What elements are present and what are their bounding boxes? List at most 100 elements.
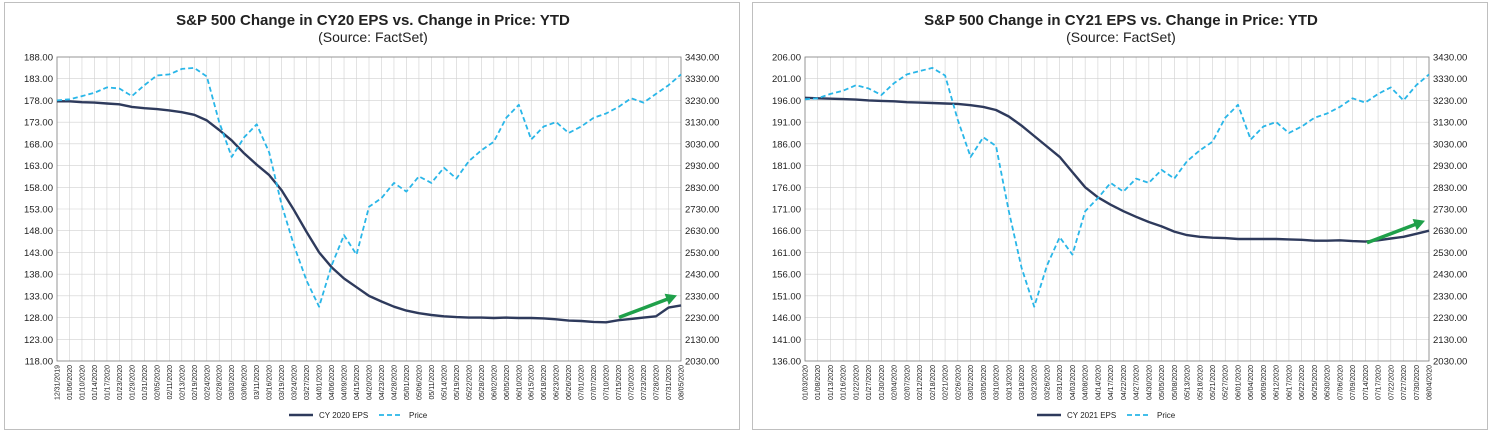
y-left-tick-label: 133.00: [24, 291, 53, 302]
y-right-tick-label: 2630.00: [1433, 226, 1467, 237]
x-tick-label: 02/07/2020: [904, 365, 911, 400]
x-tick-label: 01/17/2020: [104, 365, 111, 400]
y-right-tick-label: 2930.00: [1433, 161, 1467, 172]
y-left-tick-label: 163.00: [24, 161, 53, 172]
x-tick-label: 06/09/2020: [1261, 365, 1268, 400]
x-tick-label: 05/14/2020: [441, 365, 448, 400]
y-right-tick-label: 2130.00: [685, 335, 719, 346]
x-tick-label: 02/26/2020: [955, 365, 962, 400]
y-right-tick-label: 3330.00: [685, 74, 719, 85]
x-tick-label: 06/02/2020: [491, 365, 498, 400]
x-tick-label: 03/26/2020: [1044, 365, 1051, 400]
x-tick-label: 12/31/2019: [55, 365, 62, 400]
y-right-tick-label: 3430.00: [685, 53, 719, 64]
legend-label-price: Price: [409, 411, 428, 420]
x-tick-label: 03/19/2020: [279, 365, 286, 400]
y-left-tick-label: 128.00: [24, 313, 53, 324]
y-right-tick-label: 3330.00: [1433, 74, 1467, 85]
y-right-tick-label: 3130.00: [1433, 118, 1467, 129]
y-left-tick-label: 171.00: [772, 205, 801, 216]
x-tick-label: 04/20/2020: [367, 365, 374, 400]
x-tick-label: 03/10/2020: [994, 365, 1001, 400]
y-left-tick-label: 161.00: [772, 248, 801, 259]
x-tick-label: 07/23/2020: [641, 365, 648, 400]
legend-label-eps: CY 2021 EPS: [1067, 411, 1116, 420]
y-right-tick-label: 2830.00: [685, 183, 719, 194]
y-right-tick-label: 2830.00: [1433, 183, 1467, 194]
x-tick-label: 02/13/2020: [179, 365, 186, 400]
x-tick-label: 03/18/2020: [1019, 365, 1026, 400]
x-tick-label: 05/11/2020: [429, 365, 436, 400]
x-tick-label: 06/01/2020: [1235, 365, 1242, 400]
y-right-tick-label: 2330.00: [685, 291, 719, 302]
y-right-tick-label: 2430.00: [1433, 270, 1467, 281]
y-left-tick-label: 173.00: [24, 118, 53, 129]
series-line-price: [804, 67, 1430, 308]
x-tick-label: 01/27/2020: [866, 365, 873, 400]
y-left-tick-label: 178.00: [24, 96, 53, 107]
chart-svg-cy20: S&P 500 Change in CY20 EPS vs. Change in…: [24, 12, 719, 420]
x-tick-label: 07/01/2020: [579, 365, 586, 400]
x-tick-label: 03/16/2020: [267, 365, 274, 400]
y-right-tick-label: 3130.00: [685, 118, 719, 129]
y-right-tick-label: 3430.00: [1433, 53, 1467, 64]
x-tick-label: 02/12/2020: [917, 365, 924, 400]
x-tick-label: 07/14/2020: [1363, 365, 1370, 400]
x-tick-label: 04/17/2020: [1108, 365, 1115, 400]
y-right-tick-label: 2730.00: [685, 205, 719, 216]
x-tick-label: 05/18/2020: [1197, 365, 1204, 400]
y-left-tick-label: 168.00: [24, 139, 53, 150]
x-tick-label: 02/19/2020: [192, 365, 199, 400]
x-tick-label: 06/12/2020: [1274, 365, 1281, 400]
x-tick-label: 06/05/2020: [504, 365, 511, 400]
y-right-tick-label: 2530.00: [1433, 248, 1467, 259]
y-right-tick-label: 3030.00: [1433, 139, 1467, 150]
x-tick-label: 06/04/2020: [1248, 365, 1255, 400]
y-right-tick-label: 2130.00: [1433, 335, 1467, 346]
x-tick-label: 06/15/2020: [529, 365, 536, 400]
x-tick-label: 03/27/2020: [304, 365, 311, 400]
x-tick-label: 02/04/2020: [892, 365, 899, 400]
x-tick-label: 07/10/2020: [604, 365, 611, 400]
series-line-price: [56, 67, 682, 308]
x-tick-label: 04/27/2020: [1134, 365, 1141, 400]
y-left-tick-label: 166.00: [772, 226, 801, 237]
x-tick-label: 05/22/2020: [466, 365, 473, 400]
x-tick-label: 03/13/2020: [1006, 365, 1013, 400]
y-left-tick-label: 123.00: [24, 335, 53, 346]
x-tick-label: 03/03/2020: [229, 365, 236, 400]
y-right-tick-label: 2230.00: [1433, 313, 1467, 324]
x-tick-label: 07/20/2020: [629, 365, 636, 400]
x-tick-label: 07/15/2020: [616, 365, 623, 400]
x-tick-label: 01/30/2020: [879, 365, 886, 400]
y-left-tick-label: 176.00: [772, 183, 801, 194]
y-left-tick-label: 153.00: [24, 205, 53, 216]
x-tick-label: 05/28/2020: [479, 365, 486, 400]
y-left-tick-label: 143.00: [24, 248, 53, 259]
y-left-tick-label: 138.00: [24, 270, 53, 281]
plot-border: [56, 56, 682, 362]
x-tick-label: 02/28/2020: [217, 365, 224, 400]
trend-arrow-shaft: [618, 296, 672, 320]
x-tick-label: 05/05/2020: [1159, 365, 1166, 400]
legend-label-eps: CY 2020 EPS: [319, 411, 368, 420]
chart-title: S&P 500 Change in CY20 EPS vs. Change in…: [176, 12, 570, 29]
x-tick-label: 01/22/2020: [853, 365, 860, 400]
x-tick-label: 07/06/2020: [1337, 365, 1344, 400]
plot-area: 206.00 3430.00 201.00 3330.00 196.00 3230.00 1…: [772, 53, 1467, 421]
x-tick-label: 06/26/2020: [566, 365, 573, 400]
y-right-tick-label: 2430.00: [685, 270, 719, 281]
x-tick-label: 02/18/2020: [930, 365, 937, 400]
x-tick-label: 06/23/2020: [554, 365, 561, 400]
x-tick-label: 07/07/2020: [591, 365, 598, 400]
y-left-tick-label: 118.00: [25, 357, 53, 368]
y-left-tick-label: 181.00: [772, 161, 801, 172]
x-tick-label: 05/06/2020: [416, 365, 423, 400]
x-tick-label: 01/31/2020: [142, 365, 149, 400]
x-tick-label: 08/04/2020: [1427, 365, 1434, 400]
chart-title: S&P 500 Change in CY21 EPS vs. Change in…: [924, 12, 1318, 29]
y-right-tick-label: 2330.00: [1433, 291, 1467, 302]
x-tick-label: 05/19/2020: [454, 365, 461, 400]
chart-panel-cy20: S&P 500 Change in CY20 EPS vs. Change in…: [4, 2, 740, 430]
x-tick-label: 07/31/2020: [666, 365, 673, 400]
